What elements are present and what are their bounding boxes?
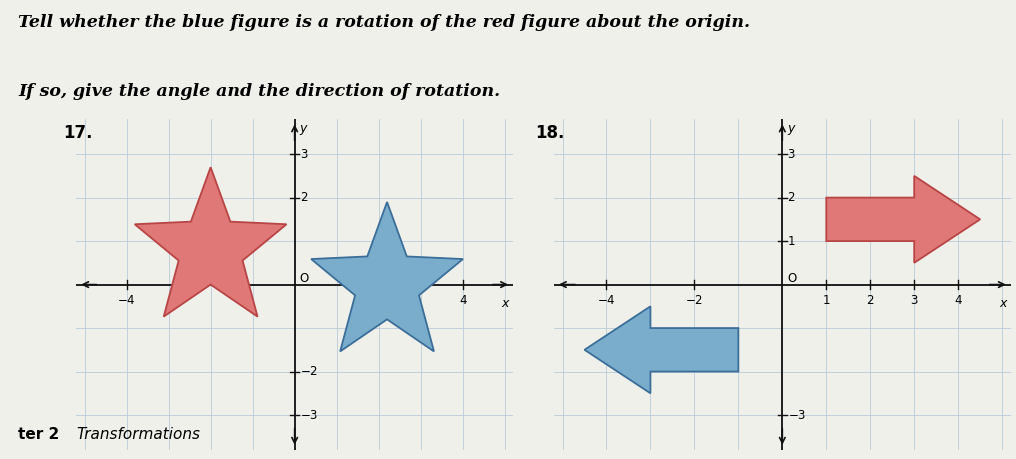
Text: $-3$: $-3$: [787, 409, 806, 421]
Text: $-3$: $-3$: [300, 409, 318, 421]
Polygon shape: [826, 176, 980, 263]
Text: 17.: 17.: [63, 124, 92, 142]
Text: 18.: 18.: [535, 124, 565, 142]
Text: Transformations: Transformations: [76, 427, 200, 442]
Text: 4: 4: [954, 294, 962, 307]
Text: Tell whether the blue figure is a rotation of the red figure about the origin.: Tell whether the blue figure is a rotati…: [18, 14, 750, 31]
Text: 3: 3: [300, 148, 307, 161]
Text: 2: 2: [300, 191, 307, 204]
Text: 1: 1: [787, 235, 796, 247]
Text: 3: 3: [787, 148, 795, 161]
Text: 4: 4: [459, 294, 466, 307]
Text: 2: 2: [787, 191, 796, 204]
Text: y: y: [787, 122, 795, 134]
Text: $-2$: $-2$: [685, 294, 703, 307]
Polygon shape: [311, 202, 463, 352]
Text: $-4$: $-4$: [117, 294, 136, 307]
Polygon shape: [135, 167, 287, 317]
Text: x: x: [999, 297, 1007, 310]
Text: O: O: [787, 272, 797, 285]
Text: O: O: [300, 272, 309, 285]
Text: $-2$: $-2$: [300, 365, 318, 378]
Text: 2: 2: [867, 294, 874, 307]
Text: 1: 1: [823, 294, 830, 307]
Polygon shape: [584, 306, 739, 393]
Text: $-4$: $-4$: [597, 294, 616, 307]
Text: If so, give the angle and the direction of rotation.: If so, give the angle and the direction …: [18, 83, 501, 100]
Text: 3: 3: [910, 294, 917, 307]
Text: x: x: [502, 297, 509, 310]
Text: y: y: [300, 122, 307, 134]
Text: ter 2: ter 2: [18, 427, 60, 442]
